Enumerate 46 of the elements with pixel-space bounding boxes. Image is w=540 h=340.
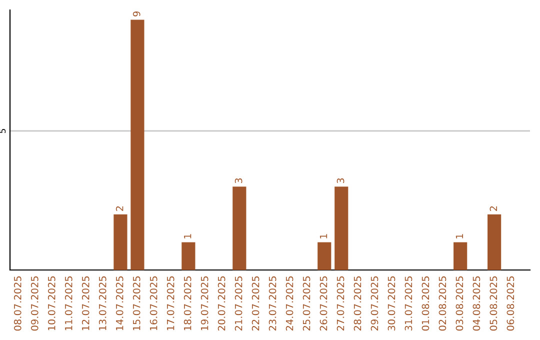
x-tick-label: 09.07.2025 bbox=[30, 276, 38, 331]
x-tick-label: 21.07.2025 bbox=[234, 276, 242, 331]
bar bbox=[318, 242, 332, 270]
x-tick-label: 17.07.2025 bbox=[166, 276, 174, 330]
data-label: 1 bbox=[184, 234, 192, 238]
x-tick-label: 15.07.2025 bbox=[132, 276, 140, 330]
x-tick-label: 24.07.2025 bbox=[286, 276, 294, 331]
data-label: 2 bbox=[490, 206, 497, 211]
data-label: 3 bbox=[234, 178, 242, 184]
x-tick-label: 05.08.2025 bbox=[490, 276, 498, 331]
x-tick-label: 10.07.2025 bbox=[48, 276, 56, 330]
bar bbox=[454, 242, 468, 270]
x-tick-label: 12.07.2025 bbox=[82, 276, 90, 330]
bar bbox=[114, 214, 128, 270]
x-tick-label: 28.07.2025 bbox=[354, 276, 362, 331]
x-tick-label: 30.07.2025 bbox=[388, 276, 396, 330]
bar bbox=[334, 186, 348, 270]
x-tick-label: 31.07.2025 bbox=[404, 276, 412, 330]
x-tick-label: 22.07.2025 bbox=[252, 276, 260, 331]
bar bbox=[488, 214, 502, 270]
x-tick-label: 14.07.2025 bbox=[116, 276, 124, 330]
x-tick-label: 02.08.2025 bbox=[438, 276, 446, 331]
x-tick-label: 13.07.2025 bbox=[98, 276, 106, 330]
x-tick-label: 29.07.2025 bbox=[370, 276, 378, 331]
x-tick-label: 16.07.2025 bbox=[150, 276, 158, 330]
x-tick-label: 01.08.2025 bbox=[422, 276, 430, 331]
data-label: 2 bbox=[116, 206, 124, 211]
x-tick-label: 18.07.2025 bbox=[184, 276, 192, 330]
data-label: 9 bbox=[132, 11, 140, 16]
bar bbox=[232, 186, 246, 270]
x-tick-label: 25.07.2025 bbox=[302, 276, 310, 331]
x-tick-label: 03.08.2025 bbox=[456, 276, 464, 331]
x-tick-label: 08.07.2025 bbox=[14, 276, 22, 331]
x-tick-label: 06.08.2025 bbox=[506, 276, 514, 331]
x-tick-label: 11.07.2025 bbox=[64, 276, 72, 330]
x-tick-label: 27.07.2025 bbox=[336, 276, 344, 331]
x-tick-label: 19.07.2025 bbox=[200, 276, 208, 330]
x-tick-label: 20.07.2025 bbox=[218, 276, 226, 331]
data-label: 1 bbox=[456, 234, 464, 238]
data-label: 1 bbox=[320, 234, 328, 238]
data-label: 3 bbox=[336, 178, 344, 184]
x-tick-label: 23.07.2025 bbox=[268, 276, 276, 331]
x-tick-label: 26.07.2025 bbox=[320, 276, 328, 331]
bar bbox=[130, 20, 144, 270]
x-tick-label: 04.08.2025 bbox=[472, 276, 480, 331]
bar bbox=[182, 242, 196, 270]
